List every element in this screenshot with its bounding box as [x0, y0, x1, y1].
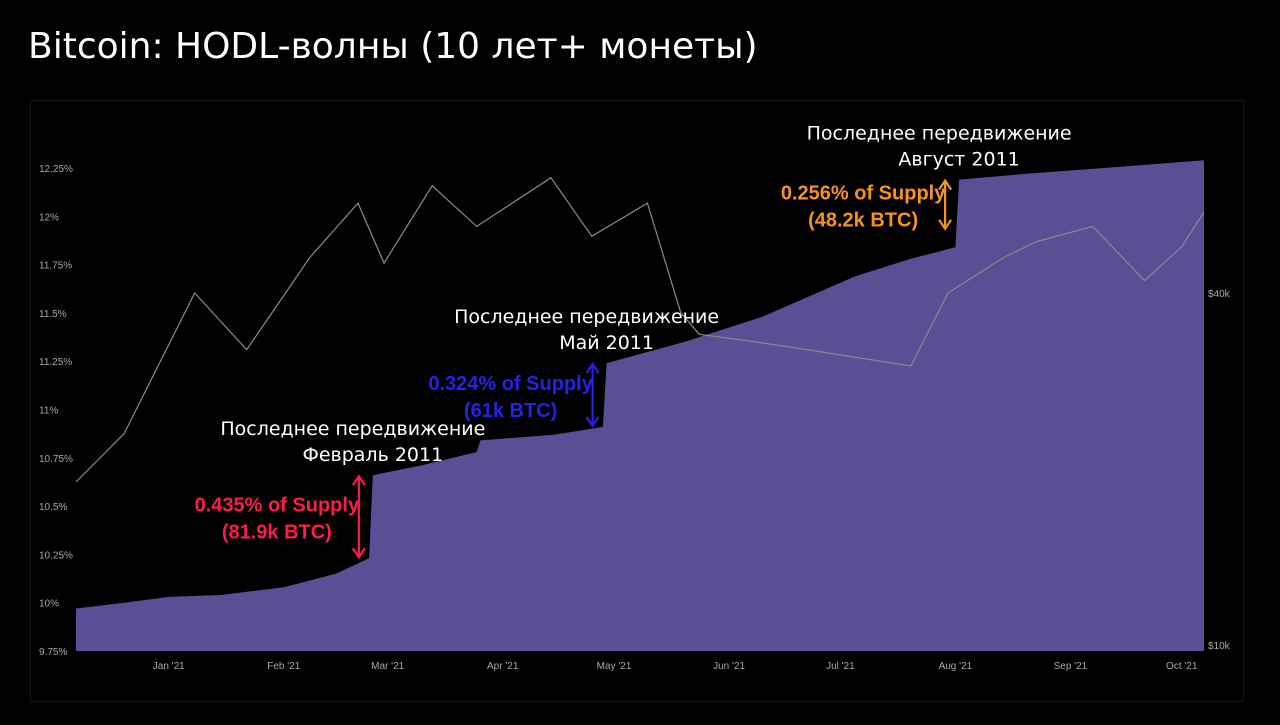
plot-area: @BitOracle	[75, 160, 1205, 652]
annotation-title-line2: Август 2011	[898, 149, 1019, 171]
hodl-waves-chart: @BitOracle 9.75% 10% 10.25% 10.5% 10.75% 11% 1…	[39, 123, 1231, 672]
x-tick-label: Jan '21	[153, 661, 185, 672]
x-tick-label: May '21	[597, 661, 632, 672]
annotation-arrow-head-top	[351, 474, 366, 486]
y-tick-label: 12%	[39, 212, 59, 223]
x-tick-label: Aug '21	[939, 661, 973, 672]
annotation-supply-label: 0.256% of Supply	[781, 183, 946, 205]
annotation-supply-label: 0.324% of Supply	[428, 373, 593, 395]
annotation-btc-label: (61k BTC)	[464, 400, 557, 422]
supply-area-series	[76, 160, 1204, 652]
y-axis-right: $40k $10k	[1208, 289, 1231, 652]
annotation-arrow-head-bottom	[938, 219, 953, 231]
x-tick-label: Sep '21	[1054, 661, 1088, 672]
annotations: Последнее передвижение Февраль 2011 0.435%…	[195, 123, 1072, 560]
y-axis-left: 9.75% 10% 10.25% 10.5% 10.75% 11% 11.25% 11.5% 1…	[39, 164, 73, 658]
annotation-arrow-head-top	[585, 362, 600, 374]
y-tick-label: 10.75%	[39, 454, 73, 465]
x-tick-label: Apr '21	[487, 661, 519, 672]
btc-price-line	[75, 176, 1205, 483]
y2-tick-label: $10k	[1208, 641, 1231, 652]
annotation-arrow-head-bottom	[351, 547, 366, 560]
x-tick-label: Jul '21	[826, 661, 855, 672]
annotation-title-line2: Февраль 2011	[302, 444, 443, 466]
y-tick-label: 9.75%	[39, 647, 67, 658]
chart-title: Bitcoin: HODL-волны (10 лет+ монеты)	[28, 26, 758, 67]
y-tick-label: 11.5%	[39, 309, 67, 320]
y-tick-label: 11.75%	[39, 261, 72, 272]
annotation-arrow-head-top	[938, 178, 953, 191]
y-tick-label: 10.25%	[39, 550, 73, 561]
annotation-title-line1: Последнее передвижение	[454, 306, 719, 328]
y2-tick-label: $40k	[1208, 289, 1231, 300]
annotation-title-line1: Последнее передвижение	[220, 418, 485, 440]
annotation-title-line2: Май 2011	[559, 332, 654, 354]
x-tick-label: Jun '21	[713, 661, 745, 672]
annotation-arrow-head-bottom	[585, 416, 600, 428]
y-tick-label: 10.5%	[39, 502, 67, 513]
y-tick-label: 12.25%	[39, 164, 73, 175]
x-tick-label: Mar '21	[371, 661, 404, 672]
x-axis: Jan '21 Feb '21 Mar '21 Apr '21 May '21 Jun '…	[153, 661, 1198, 672]
x-tick-label: Feb '21	[267, 661, 300, 672]
annotation-title-line1: Последнее передвижение	[807, 123, 1072, 145]
y-tick-label: 11.25%	[39, 357, 72, 368]
chart-panel: @BitOracle 9.75% 10% 10.25% 10.5% 10.75% 11% 1…	[30, 100, 1244, 702]
annotation-btc-label: (81.9k BTC)	[222, 522, 332, 544]
annotation-btc-label: (48.2k BTC)	[808, 210, 918, 232]
y-tick-label: 11%	[39, 406, 58, 417]
y-tick-label: 10%	[39, 599, 59, 610]
x-tick-label: Oct '21	[1166, 661, 1198, 672]
annotation-supply-label: 0.435% of Supply	[195, 495, 360, 517]
